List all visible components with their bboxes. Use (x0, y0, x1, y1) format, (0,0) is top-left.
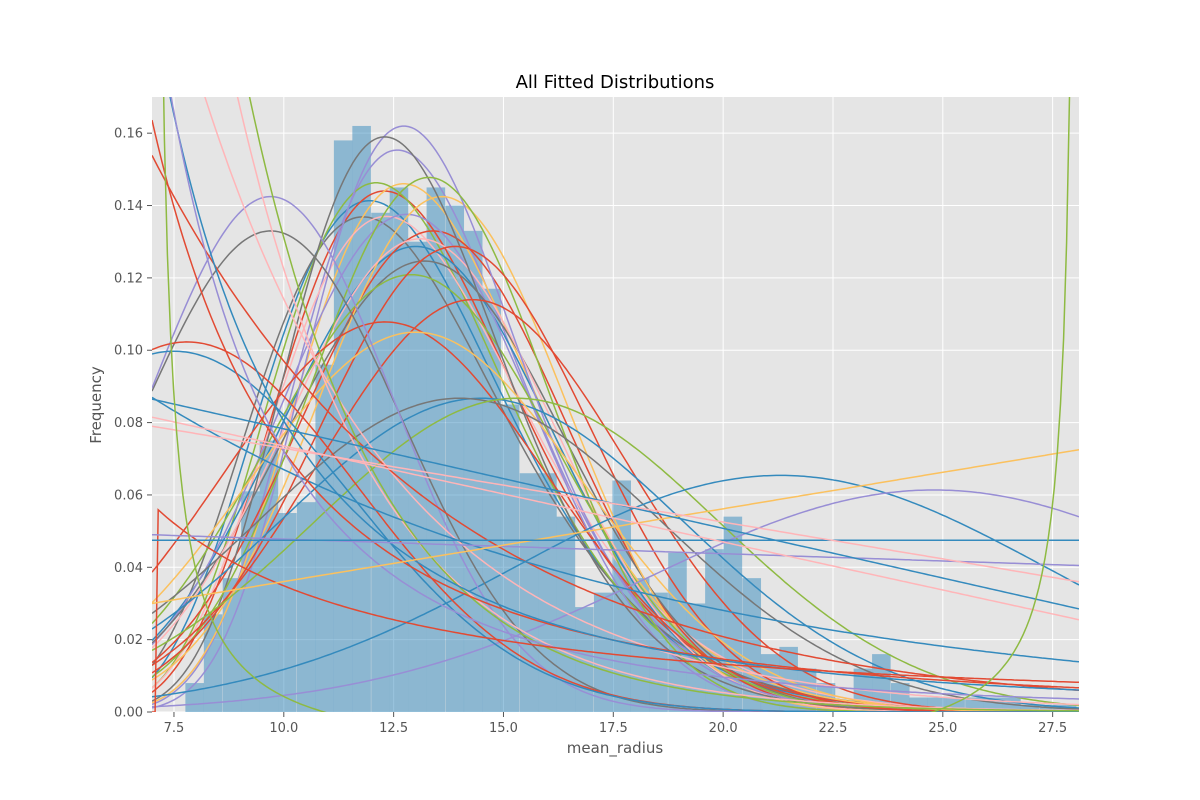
histogram-bar (389, 187, 409, 713)
histogram-bar (278, 513, 297, 712)
fitted-curve (152, 341, 1079, 712)
x-tick-label: 15.0 (489, 721, 518, 736)
x-tick-label: 20.0 (709, 721, 738, 736)
fitted-curve (248, 97, 1079, 712)
y-tick-label: 0.04 (114, 561, 143, 576)
x-tick-labels: 7.5 10.0 12.5 15.0 17.5 20.0 22.5 25.0 27.5 (164, 712, 1067, 736)
y-tick-label: 0.10 (114, 344, 143, 359)
fitted-curve (204, 97, 1079, 706)
histogram-bar (500, 404, 520, 712)
histogram-bar (1020, 704, 1040, 712)
y-tick-label: 0.02 (114, 633, 143, 648)
histogram-bar (593, 592, 613, 712)
y-tick-label: 0.00 (114, 706, 143, 721)
fitted-curve (152, 448, 1079, 605)
x-axis-label: mean_radius (567, 739, 664, 758)
x-tick-label: 17.5 (599, 721, 628, 736)
fitted-curve (169, 97, 1079, 691)
fitted-curve (162, 97, 1071, 712)
fitted-curves (152, 97, 1079, 712)
fitted-curve (152, 350, 1079, 712)
histogram-bar (426, 187, 446, 713)
chart-title: All Fitted Distributions (516, 72, 715, 93)
fitted-curve (152, 474, 1079, 698)
histogram-bar (352, 125, 371, 713)
x-tick-label: 27.5 (1038, 721, 1067, 736)
fitted-curve (152, 489, 1079, 708)
fitted-curve (152, 397, 1079, 709)
fitted-curve (152, 397, 1079, 707)
fitted-curve (236, 97, 1079, 712)
x-tick-label: 12.5 (379, 721, 408, 736)
fitted-curve (152, 397, 1079, 710)
fitted-curve (152, 425, 1079, 583)
x-tick-label: 10.0 (269, 721, 298, 736)
histogram-bar (185, 683, 204, 712)
y-axis-label: Frequency (87, 366, 105, 444)
histogram-bar (445, 205, 465, 712)
y-tick-labels: 0.00 0.02 0.04 0.06 0.08 0.10 0.12 0.14 0.16 (114, 127, 152, 721)
histogram-bar (241, 491, 260, 712)
fitted-curve (152, 298, 1079, 712)
histogram-bar (538, 473, 557, 712)
fitted-curve (152, 155, 1079, 692)
fitted-curve (152, 321, 1079, 712)
y-tick-label: 0.16 (114, 127, 143, 142)
y-tick-label: 0.14 (114, 199, 143, 214)
x-tick-label: 25.0 (928, 721, 957, 736)
fitted-curve (152, 195, 1079, 712)
histogram-bar (1039, 704, 1059, 712)
y-tick-label: 0.06 (114, 488, 143, 503)
fitted-curve (152, 416, 1079, 621)
histogram-bar (556, 516, 576, 712)
fitted-curve (152, 508, 1079, 712)
histogram-bar (296, 502, 316, 712)
histogram-bar (315, 364, 334, 712)
x-tick-label: 7.5 (164, 721, 185, 736)
y-tick-label: 0.08 (114, 416, 143, 431)
fitted-curve (170, 97, 1079, 700)
y-tick-label: 0.12 (114, 271, 143, 286)
x-tick-label: 22.5 (818, 721, 847, 736)
histogram-bar (482, 288, 501, 712)
